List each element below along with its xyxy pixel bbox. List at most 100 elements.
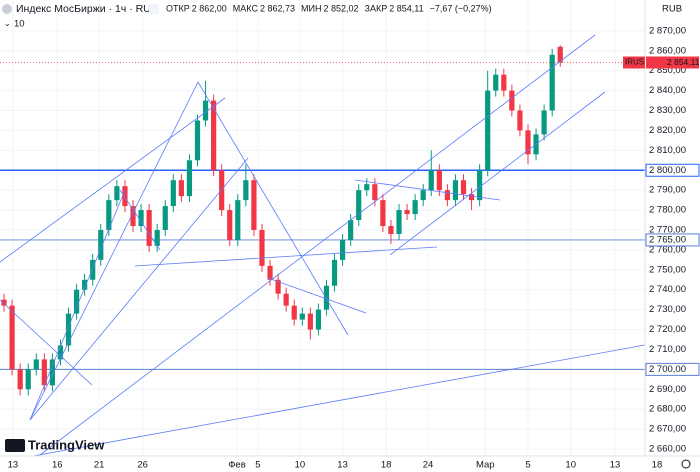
level-label: 2 800,00 xyxy=(649,165,686,176)
currency[interactable]: RUB xyxy=(662,4,682,15)
trend-line xyxy=(197,81,349,336)
candle-body xyxy=(33,359,39,370)
trend-line xyxy=(29,189,126,421)
y-tick-label: 2 710,00 xyxy=(649,344,686,355)
candle-body xyxy=(380,200,386,227)
settings-chip[interactable] xyxy=(149,4,159,14)
ohlc-label: ЗАКР xyxy=(365,3,388,13)
indicator-count[interactable]: 10 xyxy=(14,19,25,30)
settings-icon[interactable] xyxy=(681,459,691,469)
y-tick-label: 2 690,00 xyxy=(649,384,686,395)
candle-body xyxy=(162,206,168,230)
candle-body xyxy=(227,210,233,240)
candle-body xyxy=(251,180,257,230)
candle-body xyxy=(291,305,297,320)
candle-body xyxy=(388,226,394,234)
y-tick-label: 2 780,00 xyxy=(649,205,686,216)
candle-body xyxy=(315,309,322,330)
candle-body xyxy=(154,229,160,246)
candle-body xyxy=(307,313,313,330)
y-tick-label: 2 810,00 xyxy=(649,145,686,156)
candle-body xyxy=(114,186,120,201)
x-tick-label: 5 xyxy=(525,460,530,471)
trend-line xyxy=(134,246,438,267)
ticker-box xyxy=(623,56,645,69)
x-tick-label: 26 xyxy=(137,460,148,471)
trend-line xyxy=(0,97,226,263)
candle-body xyxy=(235,200,241,240)
collapse-chevron[interactable]: ⌄ xyxy=(4,19,11,28)
trend-lines xyxy=(0,34,646,463)
candle-body xyxy=(243,180,249,201)
x-tick-label: 13 xyxy=(8,460,19,471)
x-tick-label: Мар xyxy=(476,460,495,471)
candle-body xyxy=(49,359,55,386)
candle-body xyxy=(436,170,442,191)
trend-line xyxy=(389,91,606,256)
level-label: 2 700,00 xyxy=(649,364,686,375)
y-tick-label: 2 740,00 xyxy=(649,284,686,295)
trend-line xyxy=(39,34,596,456)
change: −7,67 (−0,27%) xyxy=(430,3,492,13)
watermark: TradingView xyxy=(5,437,105,452)
candle-body xyxy=(98,229,104,260)
y-tick-label: 2 840,00 xyxy=(649,85,686,96)
symbol-icon xyxy=(2,4,12,14)
level-label-box xyxy=(645,233,700,247)
candle-body xyxy=(404,210,410,215)
level-label: 2 765,00 xyxy=(649,234,686,245)
candle-body xyxy=(130,206,136,227)
x-tick-label: 13 xyxy=(610,460,621,471)
trend-line xyxy=(0,299,93,386)
candle-body xyxy=(25,369,31,390)
trend-line xyxy=(29,157,249,421)
candle-body xyxy=(57,345,64,360)
ohlc-label: ОТКР xyxy=(166,3,190,13)
y-tick-label: 2 850,00 xyxy=(649,65,686,76)
ohlc-label: МАКС xyxy=(233,3,259,13)
candle-body xyxy=(452,180,459,201)
plot-layer xyxy=(0,0,645,455)
ticker-label: IRUS xyxy=(625,58,644,67)
candle-body xyxy=(178,180,184,197)
y-tick-label: 2 870,00 xyxy=(649,25,686,36)
y-tick-label: 2 720,00 xyxy=(649,324,686,335)
y-tick-label: 2 660,00 xyxy=(649,444,686,455)
x-tick-label: Фев xyxy=(228,460,246,471)
trend-line xyxy=(119,189,161,251)
candle-body xyxy=(1,299,7,306)
candle-body xyxy=(275,279,281,294)
trend-line xyxy=(354,179,501,201)
chart-title[interactable]: Индекс МосБиржи · 1ч · RUS xyxy=(16,3,158,15)
x-tick-label: 21 xyxy=(94,460,105,471)
x-tick-label: 13 xyxy=(337,460,348,471)
watermark-text: TradingView xyxy=(28,437,105,452)
candle-body xyxy=(41,359,47,386)
last-price-label: 2 854,11 xyxy=(667,57,700,67)
y-tick-label: 2 730,00 xyxy=(649,304,686,315)
candle-body xyxy=(211,100,217,171)
candle-body xyxy=(396,210,402,234)
x-tick-label: 10 xyxy=(295,460,306,471)
last-price-box xyxy=(646,56,699,69)
ohlc-value: 2 862,73 xyxy=(260,3,295,13)
y-tick-label: 2 750,00 xyxy=(649,264,686,275)
candle-body xyxy=(420,190,426,201)
ohlc-label: МИН xyxy=(301,3,321,13)
candle-body xyxy=(170,180,176,207)
level-label-box xyxy=(645,362,700,376)
candle-body xyxy=(202,100,209,121)
candle-body xyxy=(541,110,547,135)
candle-body xyxy=(412,200,418,215)
axes-layer: 2 660,00 2 670,00 2 680,00 2 690,00 2 700,00… xyxy=(8,25,700,470)
x-tick-label: 18 xyxy=(381,460,392,471)
candle-body xyxy=(501,74,507,91)
candle-body xyxy=(525,130,531,155)
trend-line xyxy=(29,81,199,421)
trend-line xyxy=(0,344,646,463)
candle-body xyxy=(493,74,499,91)
x-tick-label: 16 xyxy=(52,460,63,471)
y-tick-label: 2 760,00 xyxy=(649,244,686,255)
y-tick-label: 2 790,00 xyxy=(649,185,686,196)
